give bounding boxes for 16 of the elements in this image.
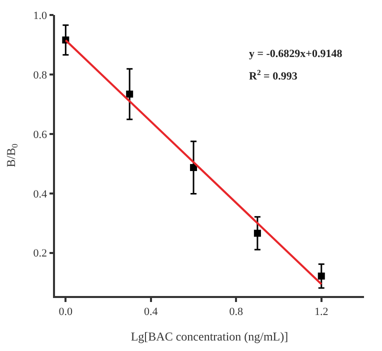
y-tick-label: 0.6 [33, 128, 48, 141]
x-axis-title: Lg[BAC concentration (ng/mL)] [130, 329, 288, 344]
x-tick-label: 0.8 [229, 306, 244, 318]
point [190, 164, 198, 172]
point [126, 90, 134, 98]
point [254, 230, 261, 237]
y-tick-label: 0.2 [33, 248, 48, 260]
x-tick-label: 0.4 [144, 306, 158, 318]
x-tick-label: 0.0 [58, 306, 74, 318]
y-tick-label: 0.8 [33, 69, 48, 82]
y-tick-label: 0.4 [33, 188, 48, 200]
annotation: y = -0.6829x+0.9148 [249, 48, 343, 60]
annotation: R$^{2}$ = 0.993 [249, 68, 298, 83]
y-tick-label: 1.0 [33, 10, 48, 22]
point [318, 272, 325, 280]
x-tick-label: 1.2 [314, 306, 328, 318]
